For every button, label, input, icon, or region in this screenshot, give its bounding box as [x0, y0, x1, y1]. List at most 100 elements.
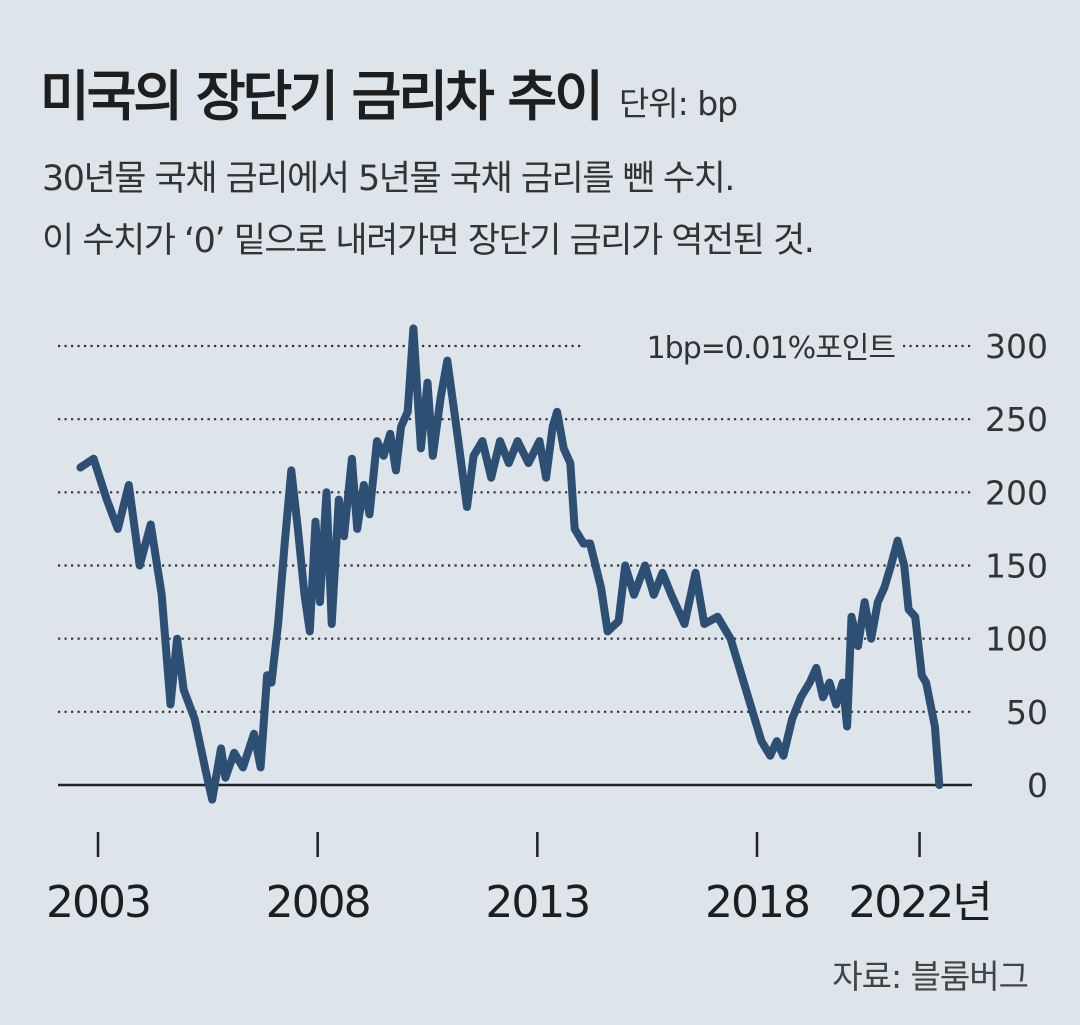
- data-point-109: [919, 672, 925, 678]
- data-point-53: [479, 438, 485, 444]
- data-point-81: [728, 636, 734, 642]
- data-point-65: [572, 526, 578, 532]
- data-point-111: [928, 702, 934, 708]
- chart-title: 미국의 장단기 금리차 추이: [40, 65, 604, 128]
- data-point-83: [745, 694, 751, 700]
- y-tick-label-150: 150: [985, 547, 1048, 586]
- data-point-58: [526, 460, 532, 466]
- data-point-82: [736, 665, 742, 671]
- data-point-103: [881, 585, 887, 591]
- data-point-26: [302, 592, 308, 598]
- data-point-56: [506, 460, 512, 466]
- data-point-80: [715, 614, 721, 620]
- data-point-19: [258, 764, 264, 770]
- y-tick-label-50: 50: [1006, 693, 1048, 732]
- data-point-84: [752, 716, 758, 722]
- data-point-78: [693, 570, 699, 576]
- series-line: [76, 324, 944, 804]
- data-point-89: [789, 716, 795, 722]
- data-point-102: [875, 599, 881, 605]
- data-point-113: [936, 782, 942, 788]
- data-point-73: [642, 563, 648, 569]
- y-tick-label-250: 250: [985, 400, 1048, 439]
- data-point-16: [231, 750, 237, 756]
- data-point-2: [104, 497, 110, 503]
- x-tick-label: 2008: [266, 877, 370, 928]
- y-tick-label-300: 300: [985, 327, 1048, 366]
- data-point-74: [651, 592, 657, 598]
- data-point-33: [341, 533, 347, 539]
- data-point-38: [374, 438, 380, 444]
- data-point-47: [430, 453, 436, 459]
- data-point-5: [137, 563, 143, 569]
- data-point-34: [349, 456, 355, 462]
- data-point-104: [888, 563, 894, 569]
- data-point-66: [581, 541, 587, 547]
- data-point-87: [774, 738, 780, 744]
- data-point-46: [425, 380, 431, 386]
- x-tick-label: 2003: [46, 877, 150, 928]
- data-point-20: [264, 672, 270, 678]
- annotation-label: 1bp=0.01%포인트: [647, 331, 896, 366]
- data-point-68: [598, 585, 604, 591]
- data-point-85: [758, 738, 764, 744]
- data-point-110: [923, 680, 929, 686]
- data-point-57: [515, 438, 521, 444]
- data-point-75: [660, 570, 666, 576]
- data-point-32: [336, 497, 342, 503]
- data-point-14: [218, 745, 224, 751]
- data-point-42: [398, 424, 404, 430]
- data-point-95: [833, 702, 839, 708]
- data-point-101: [868, 636, 874, 642]
- data-point-86: [767, 753, 773, 759]
- data-point-50: [455, 438, 461, 444]
- data-point-59: [537, 438, 543, 444]
- data-point-30: [324, 489, 330, 495]
- data-point-12: [203, 767, 209, 773]
- data-point-94: [827, 680, 833, 686]
- data-point-35: [354, 526, 360, 532]
- data-point-52: [471, 453, 477, 459]
- data-point-63: [561, 445, 567, 451]
- data-point-24: [288, 467, 294, 473]
- data-point-0: [77, 465, 83, 471]
- data-point-23: [282, 541, 288, 547]
- data-point-10: [181, 687, 187, 693]
- data-point-3: [115, 526, 121, 532]
- data-point-92: [813, 665, 819, 671]
- data-point-96: [840, 680, 846, 686]
- data-point-67: [587, 541, 593, 547]
- data-point-28: [313, 519, 319, 525]
- data-point-64: [567, 460, 573, 466]
- data-point-60: [543, 475, 549, 481]
- data-point-88: [780, 753, 786, 759]
- data-point-31: [329, 621, 335, 627]
- data-point-18: [251, 731, 257, 737]
- data-point-25: [295, 526, 301, 532]
- data-point-49: [444, 358, 450, 364]
- y-tick-label-100: 100: [985, 620, 1048, 659]
- data-point-108: [912, 614, 918, 620]
- annotation-backdrop: [582, 320, 900, 366]
- data-point-27: [307, 628, 313, 634]
- data-point-4: [126, 482, 132, 488]
- data-point-39: [381, 453, 387, 459]
- data-point-93: [820, 694, 826, 700]
- data-point-15: [222, 775, 228, 781]
- x-tick-label: 2018: [705, 877, 809, 928]
- source-note: 자료: 블룸버그: [832, 957, 1029, 996]
- data-point-72: [631, 592, 637, 598]
- data-point-22: [275, 621, 281, 627]
- data-point-100: [862, 599, 868, 605]
- data-point-40: [387, 431, 393, 437]
- data-point-17: [240, 764, 246, 770]
- x-tick-label: 2022년: [848, 877, 990, 928]
- description-line-2: 이 수치가 ‘0’ 밑으로 내려가면 장단기 금리가 역전된 것.: [42, 221, 815, 261]
- data-point-51: [464, 504, 470, 510]
- data-point-43: [405, 409, 411, 415]
- x-tick-label: 2013: [485, 877, 589, 928]
- data-point-61: [550, 424, 556, 430]
- data-point-1: [91, 456, 97, 462]
- y-tick-label-200: 200: [985, 473, 1048, 512]
